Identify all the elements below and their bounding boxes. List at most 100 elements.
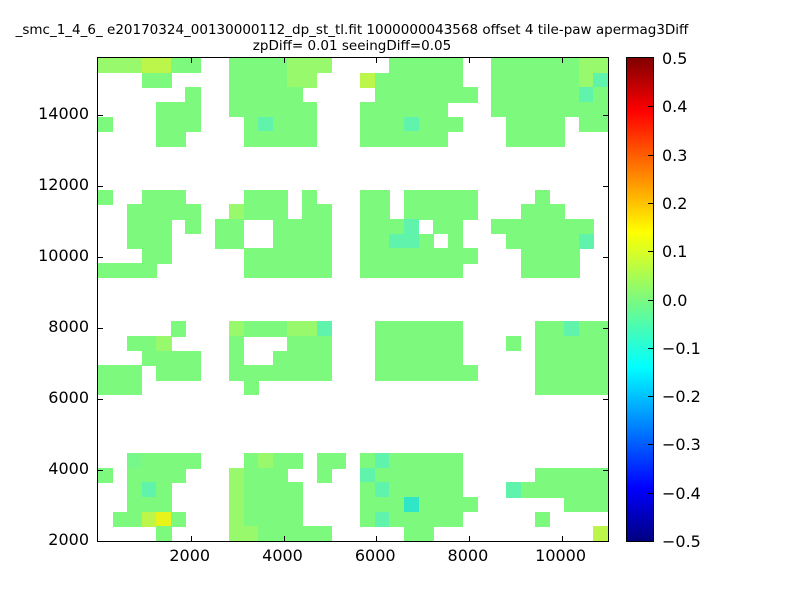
heatmap-cell [258, 101, 274, 118]
heatmap-cell [243, 262, 259, 279]
heatmap-cell [258, 453, 274, 469]
heatmap-cell [564, 321, 580, 337]
heatmap-cell [433, 204, 449, 220]
x-tick-top [468, 58, 470, 63]
heatmap-cell [549, 248, 565, 264]
heatmap-cell [374, 482, 391, 498]
heatmap-cell [433, 482, 449, 498]
heatmap-cell [258, 248, 274, 264]
heatmap-cell [433, 467, 449, 484]
heatmap-cell [127, 453, 143, 469]
heatmap-cell [549, 72, 565, 88]
heatmap-cell [243, 497, 259, 513]
heatmap-cell [418, 72, 434, 88]
heatmap-cell [272, 116, 289, 132]
heatmap-cell [374, 189, 391, 206]
heatmap-cell [272, 467, 289, 484]
heatmap-cell [404, 58, 420, 74]
heatmap-cell [287, 526, 303, 541]
colorbar-tick-label: 0.1 [662, 242, 688, 262]
heatmap-cell [374, 497, 391, 513]
heatmap-cell [404, 467, 420, 484]
heatmap-cell [389, 58, 405, 74]
heatmap-cell [170, 204, 187, 220]
heatmap-cell [564, 497, 580, 513]
heatmap-cell [564, 219, 580, 235]
heatmap-cell [156, 467, 172, 484]
colorbar-tick [648, 299, 653, 301]
x-tick-label: 8000 [447, 546, 489, 565]
heatmap-cell [389, 350, 405, 367]
heatmap-cell [185, 453, 201, 469]
heatmap-cell [433, 350, 449, 367]
heatmap-cell [491, 72, 507, 88]
heatmap-cell [258, 321, 274, 337]
heatmap-cell [433, 497, 449, 513]
heatmap-cell [360, 189, 376, 206]
heatmap-cell [302, 336, 318, 352]
heatmap-cell [520, 204, 536, 220]
heatmap-cell [491, 219, 507, 235]
heatmap-cell [404, 204, 420, 220]
heatmap-cell [156, 511, 172, 528]
heatmap-cell [141, 72, 157, 88]
colorbar-tick-label: −0.2 [662, 387, 701, 407]
heatmap-cell [389, 248, 405, 264]
heatmap-cell [243, 453, 259, 469]
x-tick-label: 10000 [535, 546, 587, 565]
heatmap-cell [331, 453, 347, 469]
heatmap-cell [98, 262, 114, 279]
heatmap-cell [593, 321, 608, 337]
heatmap-cell [243, 116, 259, 132]
heatmap-cell [170, 101, 187, 118]
heatmap-cell [185, 219, 201, 235]
heatmap-cell [156, 497, 172, 513]
heatmap-cell [520, 233, 536, 249]
heatmap-cell [141, 453, 157, 469]
heatmap-cell [549, 116, 565, 132]
heatmap-cell [447, 204, 463, 220]
heatmap-cell [141, 262, 157, 279]
heatmap-cell [418, 336, 434, 352]
heatmap-cell [156, 350, 172, 367]
heatmap-cell [564, 262, 580, 279]
heatmap-cell [141, 467, 157, 484]
heatmap-cell [185, 365, 201, 381]
heatmap-cell [360, 204, 376, 220]
heatmap-cell [258, 58, 274, 74]
heatmap-cell [404, 526, 420, 541]
heatmap-cell [506, 58, 522, 74]
heatmap-cell [287, 87, 303, 103]
y-tick-right [603, 541, 608, 542]
heatmap-cell [258, 131, 274, 147]
x-tick-top [376, 58, 378, 63]
heatmap-cell [389, 233, 405, 249]
heatmap-cell [447, 350, 463, 367]
heatmap-cell [287, 116, 303, 132]
x-tick-label: 2000 [169, 546, 211, 565]
heatmap-cell [98, 380, 114, 396]
heatmap-cell [418, 204, 434, 220]
heatmap-cell [258, 497, 274, 513]
heatmap-cell [389, 262, 405, 279]
heatmap-cell [258, 262, 274, 279]
colorbar-tick-label: −0.1 [662, 338, 701, 358]
heatmap-cell [535, 233, 551, 249]
heatmap-cell [170, 321, 187, 337]
y-tick-left [98, 327, 103, 329]
heatmap-cell [447, 116, 463, 132]
heatmap-cell [112, 365, 128, 381]
heatmap-cell [141, 219, 157, 235]
heatmap-cell [564, 350, 580, 367]
y-tick-right [603, 185, 608, 187]
heatmap-cell [229, 365, 245, 381]
heatmap-cell [549, 101, 565, 118]
heatmap-cell [98, 58, 114, 74]
heatmap-cell [112, 58, 128, 74]
heatmap-cell [374, 321, 391, 337]
heatmap-cell [258, 467, 274, 484]
heatmap-cell [389, 321, 405, 337]
heatmap-cell [374, 511, 391, 528]
heatmap-cell [229, 204, 245, 220]
heatmap-cell [258, 365, 274, 381]
